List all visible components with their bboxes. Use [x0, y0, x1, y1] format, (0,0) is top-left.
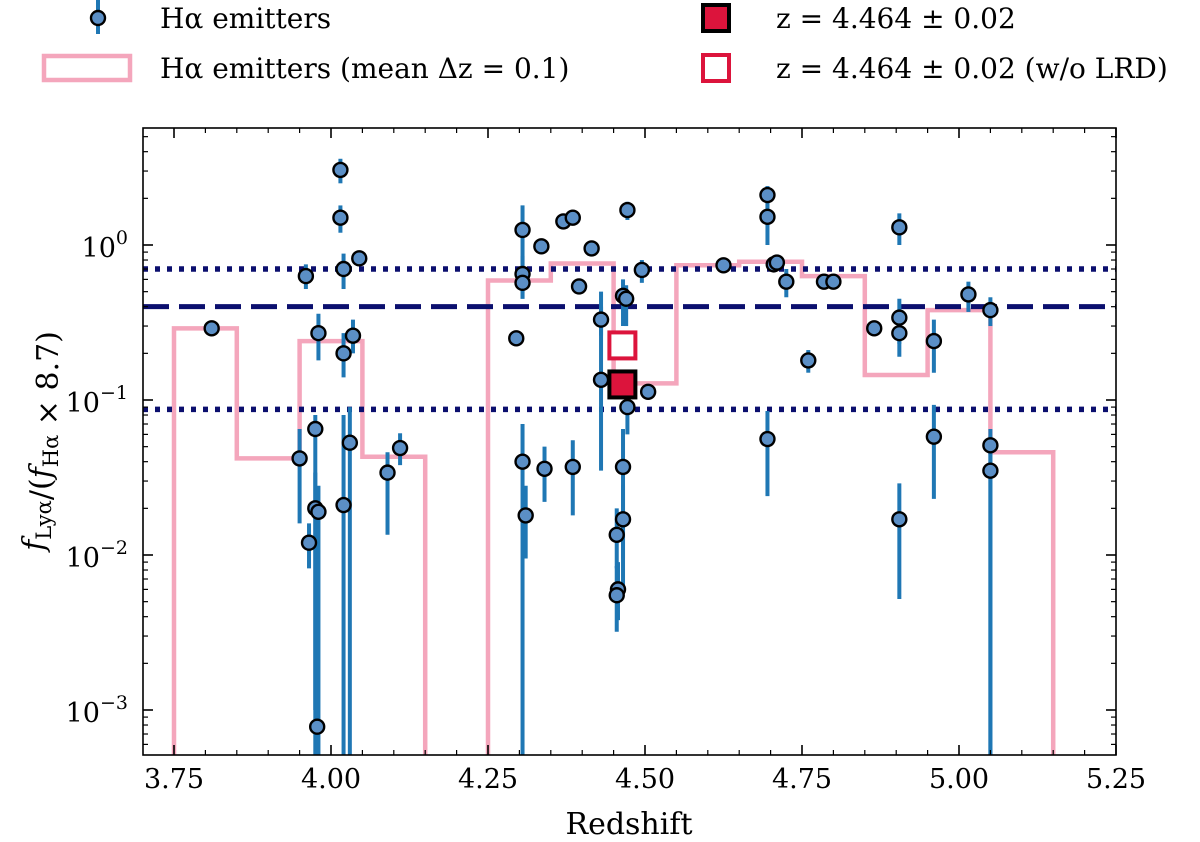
data-point — [614, 458, 632, 476]
y-tick-label: 10−1 — [66, 382, 128, 419]
legend-label: z = 4.464 ± 0.02 (w/o LRD) — [776, 52, 1168, 85]
data-point — [592, 371, 610, 388]
data-point — [982, 462, 999, 479]
data-point — [344, 327, 362, 344]
data-point — [925, 428, 943, 445]
data-point — [614, 511, 632, 528]
data-point — [633, 261, 651, 279]
data-point — [564, 209, 581, 226]
data-point — [891, 511, 908, 528]
data-point — [536, 460, 553, 477]
data-point — [592, 311, 610, 328]
data-point — [291, 450, 308, 467]
data-point — [391, 439, 409, 457]
data-point — [351, 250, 368, 267]
data-point — [619, 201, 636, 219]
data-point — [768, 254, 786, 271]
y-tick-label: 10−2 — [66, 537, 128, 574]
x-tick-label: 4.25 — [458, 764, 518, 795]
data-point — [514, 274, 531, 292]
data-point — [982, 301, 999, 319]
data-point — [332, 161, 349, 179]
data-point — [715, 257, 732, 274]
legend-label: Hα emitters (mean Δz = 0.1) — [160, 52, 569, 85]
data-point — [570, 278, 588, 295]
x-axis-title: Redshift — [565, 807, 692, 842]
data-point — [297, 267, 315, 285]
data-point — [891, 219, 908, 236]
data-point — [533, 238, 550, 255]
data-point — [307, 420, 324, 438]
data-point — [335, 345, 352, 362]
y-axis-title-text: fLyα/(fHα × 8.7) — [17, 331, 66, 553]
data-point — [335, 260, 352, 278]
data-point — [564, 458, 581, 476]
data-point — [332, 209, 349, 226]
data-point — [310, 503, 327, 520]
data-point — [759, 186, 776, 204]
data-point — [308, 718, 326, 735]
data-point — [891, 309, 908, 326]
plot-frame — [142, 127, 1117, 756]
points-layer — [203, 161, 999, 735]
legend-open-square-icon — [701, 53, 731, 83]
data-point — [310, 324, 327, 342]
legend-entry: Hα emitters (mean Δz = 0.1) — [41, 52, 569, 85]
legend-entry: Hα emitters — [89, 0, 331, 35]
data-point — [960, 286, 977, 303]
data-point — [583, 240, 600, 257]
legend-point-icon — [89, 9, 107, 27]
data-point — [608, 587, 625, 604]
ticks-layer — [143, 128, 1117, 755]
data-point — [778, 273, 795, 290]
data-point — [891, 324, 908, 342]
data-point — [300, 534, 318, 551]
highlight-layer — [607, 330, 638, 400]
data-point — [517, 507, 534, 524]
legend-label: Hα emitters — [160, 2, 331, 35]
x-tick-label: 5.25 — [1086, 764, 1146, 795]
highlight-filled-square — [607, 369, 638, 400]
x-tick-label: 5.00 — [929, 764, 989, 795]
x-tick-label: 3.75 — [144, 764, 204, 795]
reference-lines-layer — [143, 266, 1116, 413]
data-point — [759, 430, 776, 448]
data-point — [925, 332, 943, 350]
data-point — [759, 208, 776, 226]
data-point — [825, 273, 842, 290]
legend-filled-square-icon — [701, 3, 731, 33]
data-point — [341, 434, 359, 451]
legend-label: z = 4.464 ± 0.02 — [776, 2, 1016, 35]
x-tick-label: 4.50 — [615, 764, 675, 795]
data-point — [514, 221, 531, 239]
data-point — [619, 398, 636, 416]
data-point — [617, 290, 635, 307]
data-point — [639, 383, 657, 400]
data-point — [608, 526, 625, 543]
y-tick-label: 100 — [82, 227, 128, 264]
data-point — [379, 464, 396, 481]
legend-entry: z = 4.464 ± 0.02 (w/o LRD) — [701, 52, 1168, 85]
data-point — [800, 352, 817, 369]
x-tick-label: 4.75 — [772, 764, 832, 795]
data-point — [508, 330, 525, 347]
y-tick-label: 10−3 — [66, 692, 128, 729]
highlight-open-square — [607, 330, 638, 361]
data-point — [866, 320, 883, 337]
y-axis-title: fLyα/(fHα × 8.7) — [17, 331, 66, 553]
tick-labels-layer: 3.75 4.00 4.25 4.50 4.75 5.00 5.25 100 10−1 10−2 1… — [66, 227, 1146, 795]
data-point — [514, 453, 531, 470]
data-point — [982, 437, 999, 454]
legend: Hα emitters Hα emitters (mean Δz = 0.1) z … — [41, 0, 1168, 85]
legend-step-icon — [41, 53, 133, 83]
data-point — [335, 496, 352, 514]
x-tick-label: 4.00 — [301, 764, 361, 795]
data-point — [203, 320, 220, 337]
legend-entry: z = 4.464 ± 0.02 — [701, 2, 1016, 35]
